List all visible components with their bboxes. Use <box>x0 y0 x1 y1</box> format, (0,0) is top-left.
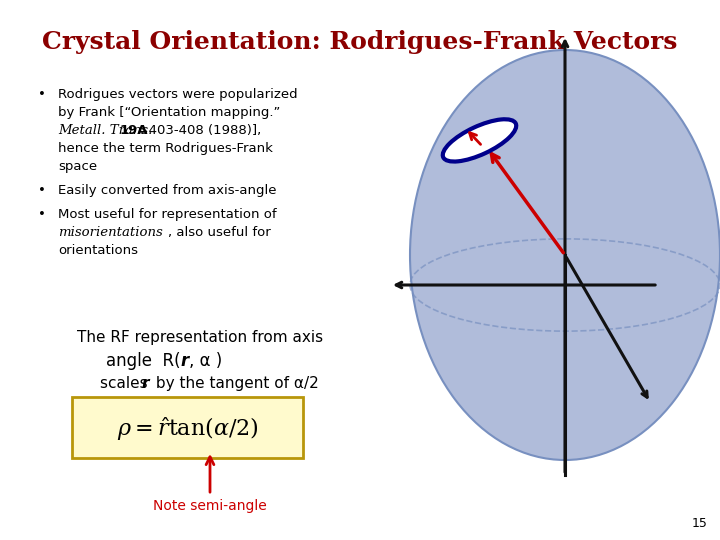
FancyBboxPatch shape <box>72 397 303 458</box>
Text: , α ): , α ) <box>189 352 222 370</box>
Text: space: space <box>58 160 97 173</box>
Text: misorientations: misorientations <box>58 226 163 239</box>
Text: scales: scales <box>100 376 153 391</box>
Text: 15: 15 <box>692 517 708 530</box>
Text: by Frank [“Orientation mapping.”: by Frank [“Orientation mapping.” <box>58 106 280 119</box>
Text: r: r <box>180 352 188 370</box>
Text: hence the term Rodrigues-Frank: hence the term Rodrigues-Frank <box>58 142 273 155</box>
Ellipse shape <box>443 119 516 161</box>
Text: •: • <box>38 208 46 221</box>
Text: 19A: 19A <box>120 124 148 137</box>
Text: Note semi-angle: Note semi-angle <box>153 499 267 513</box>
Text: The RF representation from axis: The RF representation from axis <box>77 330 323 345</box>
Text: , also useful for: , also useful for <box>168 226 271 239</box>
Text: r: r <box>142 376 150 391</box>
Text: orientations: orientations <box>58 244 138 257</box>
Text: $\rho = \hat{r}\tan(\alpha/2)$: $\rho = \hat{r}\tan(\alpha/2)$ <box>117 416 258 443</box>
Text: Crystal Orientation: Rodrigues-Frank Vectors: Crystal Orientation: Rodrigues-Frank Vec… <box>42 30 678 54</box>
Text: •: • <box>38 184 46 197</box>
Text: Easily converted from axis-angle: Easily converted from axis-angle <box>58 184 276 197</box>
Text: Metall. Trans.: Metall. Trans. <box>58 124 157 137</box>
Ellipse shape <box>410 50 720 460</box>
Text: Most useful for representation of: Most useful for representation of <box>58 208 276 221</box>
Text: angle  R(: angle R( <box>106 352 180 370</box>
Text: by the tangent of α/2: by the tangent of α/2 <box>151 376 319 391</box>
Text: •: • <box>38 88 46 101</box>
Text: : 403-408 (1988)],: : 403-408 (1988)], <box>140 124 261 137</box>
Text: Rodrigues vectors were popularized: Rodrigues vectors were popularized <box>58 88 297 101</box>
